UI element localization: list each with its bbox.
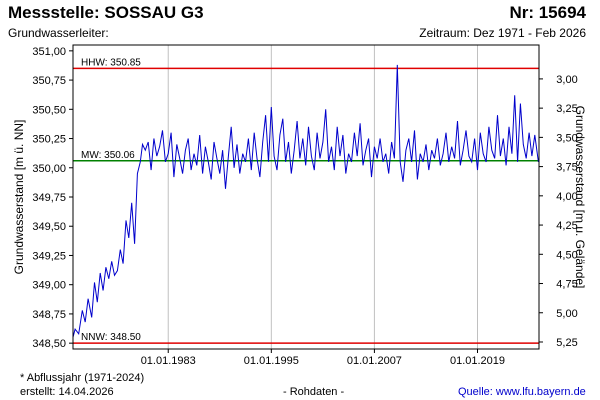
nnw-label: NNW: 348.50	[81, 332, 141, 343]
y-tick-label: 349,25	[32, 250, 66, 262]
raw-data-label: - Rohdaten -	[283, 386, 345, 398]
y-tick-label: 348,75	[32, 309, 66, 321]
aquifer-label: Grundwasserleiter:	[8, 26, 109, 40]
y2-tick-label: 3,50	[556, 132, 577, 144]
y-tick-label: 350,50	[32, 104, 66, 116]
y-tick-label: 351,00	[32, 46, 66, 58]
y2-tick-label: 4,50	[556, 249, 577, 261]
station-title: Messstelle: SOSSAU G3	[8, 3, 204, 22]
y-tick-label: 348,50	[32, 338, 66, 350]
y2-tick-label: 5,25	[556, 337, 577, 349]
y2-tick-label: 3,75	[556, 162, 577, 174]
y2-tick-label: 4,00	[556, 191, 577, 203]
y2-tick-label: 4,75	[556, 279, 577, 291]
period-label: Zeitraum: Dez 1971 - Feb 2026	[419, 26, 586, 40]
plot-frame	[72, 44, 540, 350]
mw-label: MW: 350.06	[81, 150, 135, 161]
y-tick-label: 349,75	[32, 192, 66, 204]
y2-tick-label: 3,25	[556, 103, 577, 115]
hhw-label: HHW: 350.85	[81, 57, 141, 68]
station-number: Nr: 15694	[509, 3, 586, 22]
source-link[interactable]: www.lfu.bayern.de	[495, 386, 586, 398]
y-tick-label: 349,00	[32, 280, 66, 292]
y2-tick-label: 5,00	[556, 308, 577, 320]
axis-labels: 01.01.1983 01.01.1995 01.01.2007 01.01.2019…	[12, 46, 587, 367]
y2-tick-label: 4,25	[556, 220, 577, 232]
grid-lines	[167, 45, 478, 349]
y-tick-label: 350,25	[32, 134, 66, 146]
y-tick-label: 349,50	[32, 221, 66, 233]
created-date: erstellt: 14.04.2026	[20, 386, 114, 398]
source: Quelle: www.lfu.bayern.de	[458, 386, 586, 398]
series-layer	[72, 64, 539, 338]
x-tick-label: 01.01.1983	[141, 355, 196, 367]
reference-lines: HHW: 350.85 MW: 350.06 NNW: 348.50	[73, 57, 539, 344]
source-prefix: Quelle:	[458, 386, 493, 398]
x-tick-label: 01.01.2019	[450, 355, 505, 367]
x-tick-label: 01.01.1995	[244, 355, 299, 367]
y-axis-title: Grundwasserstand [m ü. NN]	[12, 120, 26, 275]
groundwater-series-line	[72, 64, 539, 338]
footnote: * Abflussjahr (1971-2024)	[20, 372, 145, 384]
y2-tick-label: 3,00	[556, 74, 577, 86]
y2-axis-title: Grundwasserstand [m u. Gelände]	[573, 106, 587, 289]
x-tick-label: 01.01.2007	[347, 355, 402, 367]
y-tick-label: 350,75	[32, 75, 66, 87]
y-tick-label: 350,00	[32, 163, 66, 175]
